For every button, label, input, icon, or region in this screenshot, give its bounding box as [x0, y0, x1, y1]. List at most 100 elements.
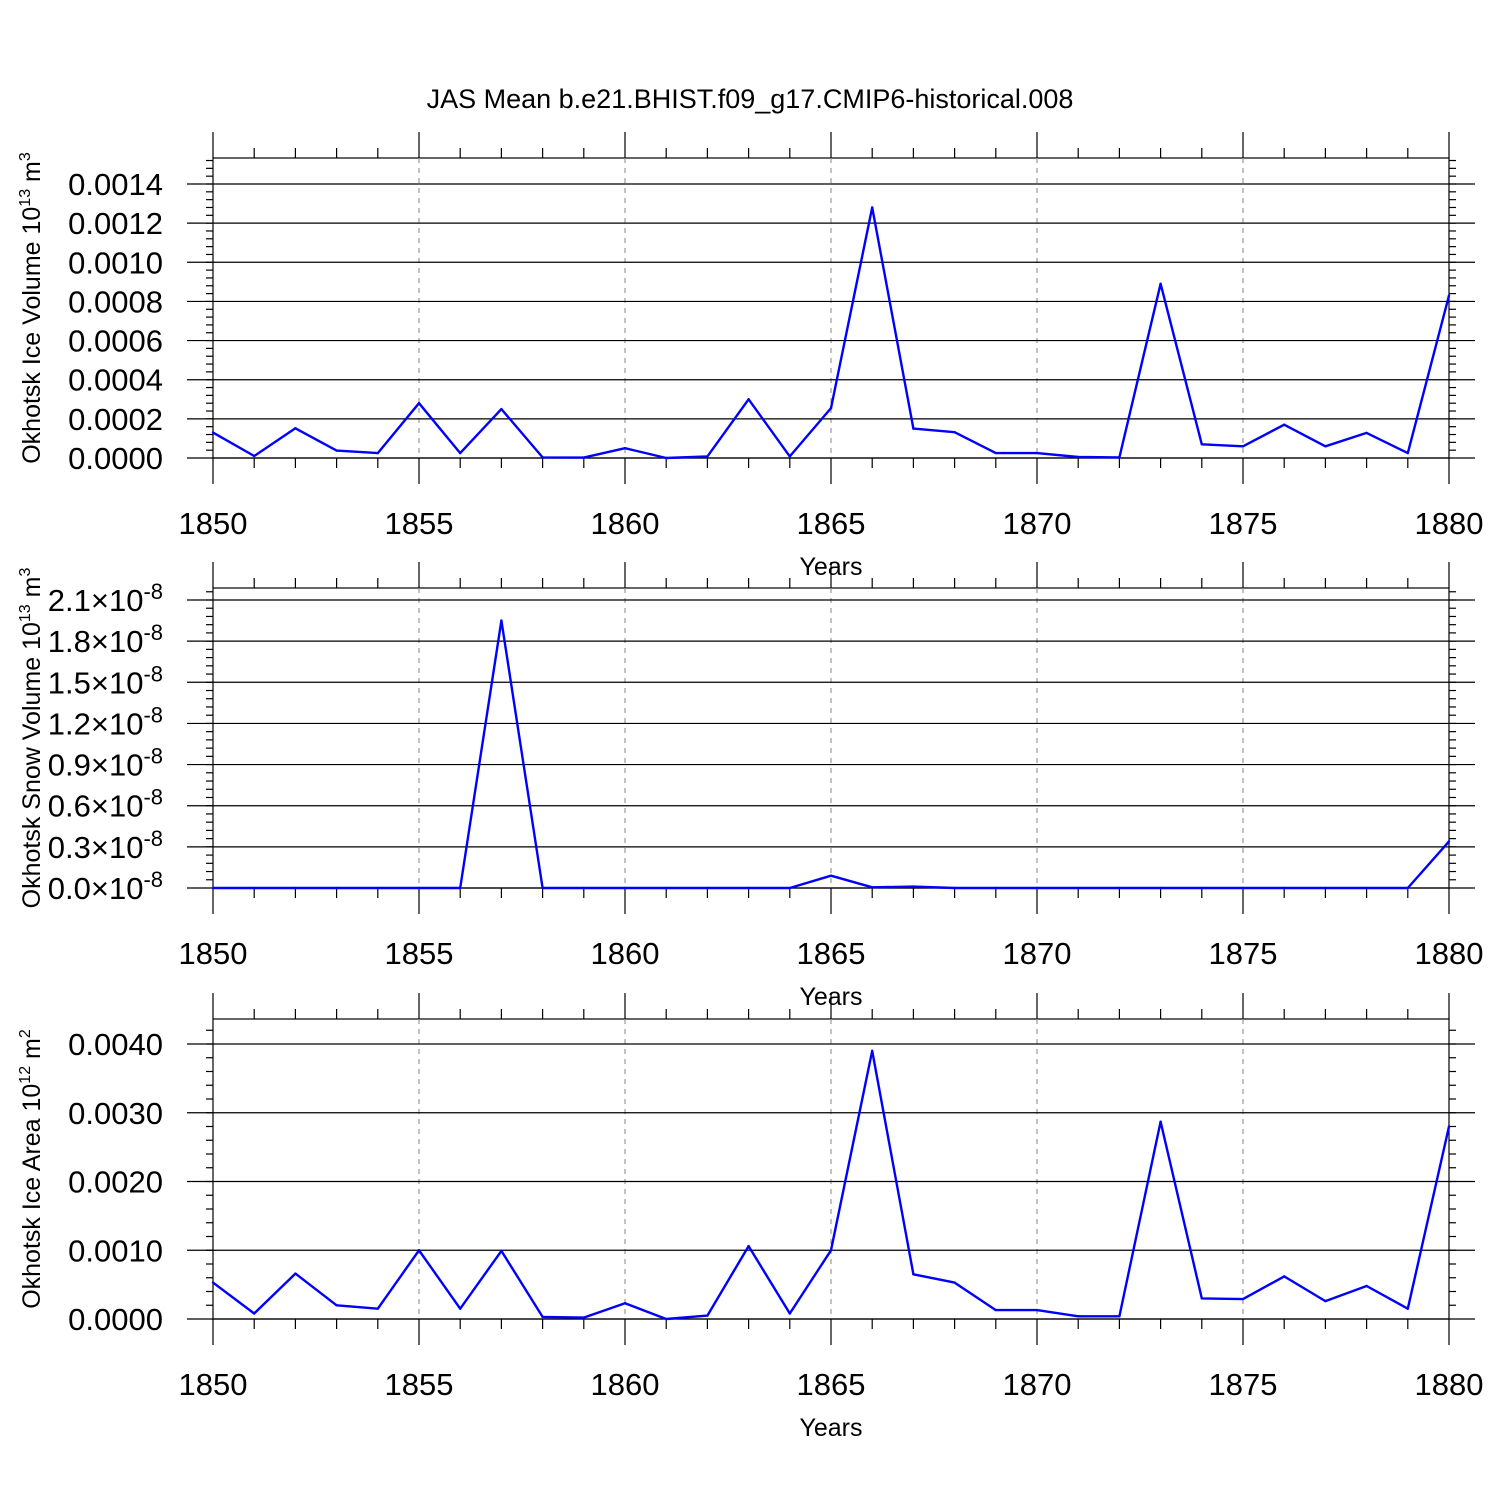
data-point	[335, 1304, 338, 1307]
y-tick-label: 1.5×10-8	[48, 661, 163, 700]
data-point	[1324, 445, 1327, 448]
data-point	[1447, 840, 1451, 843]
data-point	[294, 886, 297, 890]
x-tick-label: 1860	[591, 936, 660, 971]
data-point	[1159, 282, 1162, 286]
data-point	[1035, 451, 1039, 455]
x-tick-label: 1865	[797, 1367, 866, 1402]
data-point	[1283, 886, 1286, 890]
y-axis-label: Okhotsk Ice Area 1012 m2	[17, 1029, 46, 1309]
data-point	[747, 398, 750, 401]
data-point	[582, 1316, 585, 1319]
data-point	[1365, 1284, 1368, 1288]
data-point	[1365, 431, 1368, 435]
data-point	[376, 451, 379, 455]
data-point	[829, 406, 833, 410]
data-point	[1077, 1315, 1080, 1318]
data-point	[253, 1312, 256, 1315]
x-tick-label: 1875	[1209, 1367, 1278, 1402]
y-tick-label: 0.0040	[68, 1027, 163, 1062]
figure-title: JAS Mean b.e21.BHIST.f09_g17.CMIP6-histo…	[427, 84, 1074, 114]
data-point	[912, 885, 915, 888]
data-point	[994, 886, 997, 890]
data-point	[747, 1244, 750, 1248]
data-point	[541, 886, 544, 890]
y-tick-label: 0.0×10-8	[48, 867, 163, 906]
data-point	[912, 427, 915, 430]
y-tick-label: 0.6×10-8	[48, 785, 163, 824]
data-point	[582, 456, 585, 459]
x-axis-label: Years	[799, 1414, 862, 1442]
x-tick-label: 1850	[179, 506, 248, 541]
y-tick-label: 0.0000	[68, 441, 163, 476]
data-point	[623, 886, 627, 890]
data-point	[335, 449, 338, 452]
x-tick-label: 1855	[385, 506, 454, 541]
data-point	[1077, 886, 1080, 890]
data-point	[459, 886, 462, 890]
data-point	[541, 456, 544, 459]
x-tick-label: 1875	[1209, 936, 1278, 971]
data-point	[1200, 886, 1204, 890]
x-tick-label: 1875	[1209, 506, 1278, 541]
data-point	[1406, 1307, 1410, 1310]
data-point	[788, 886, 791, 890]
y-tick-label: 1.2×10-8	[48, 702, 163, 741]
panel-2: 1850 1855 1860 1865 1870 1875 1880Years0.0×10-…	[17, 562, 1483, 1011]
x-tick-label: 1855	[385, 1367, 454, 1402]
data-point	[211, 1281, 215, 1284]
x-tick-label: 1870	[1003, 936, 1072, 971]
data-point	[459, 451, 462, 455]
data-point	[253, 454, 256, 458]
x-tick-label: 1855	[385, 936, 454, 971]
data-point	[1035, 1308, 1039, 1312]
data-point	[665, 1317, 668, 1321]
data-point	[500, 619, 503, 622]
data-point	[1324, 1299, 1327, 1303]
data-point	[706, 455, 709, 458]
data-point	[253, 886, 256, 890]
x-tick-label: 1880	[1415, 936, 1484, 971]
y-tick-label: 2.1×10-8	[48, 579, 163, 618]
data-point	[871, 886, 874, 889]
data-point	[294, 427, 297, 430]
data-point	[335, 886, 338, 890]
data-point	[500, 1249, 503, 1253]
data-point	[1035, 886, 1039, 890]
data-point	[417, 1249, 421, 1252]
x-tick-label: 1850	[179, 936, 248, 971]
x-tick-label: 1870	[1003, 506, 1072, 541]
data-point	[211, 886, 215, 890]
data-point	[623, 447, 627, 450]
panel-3: 1850 1855 1860 1865 1870 1875 1880 Years 0.0000 0…	[17, 993, 1483, 1442]
data-point	[1241, 445, 1245, 448]
x-tick-label: 1880	[1415, 1367, 1484, 1402]
data-point	[953, 430, 956, 434]
data-point	[1159, 1120, 1162, 1123]
data-point	[1077, 455, 1080, 459]
data-point	[1365, 886, 1368, 890]
data-point	[829, 874, 833, 877]
data-point	[665, 886, 668, 890]
data-point	[541, 1315, 544, 1319]
y-tick-label: 0.0004	[68, 363, 163, 398]
data-point	[1447, 1125, 1451, 1128]
data-point	[994, 1308, 997, 1312]
data-point	[706, 886, 709, 890]
data-point	[1118, 886, 1121, 890]
x-tick-label: 1880	[1415, 506, 1484, 541]
data-point	[376, 886, 379, 890]
data-point	[953, 1281, 956, 1284]
y-tick-label: 0.0002	[68, 402, 163, 437]
y-tick-label: 0.0020	[68, 1165, 163, 1200]
data-point	[706, 1314, 709, 1317]
x-tick-label: 1870	[1003, 1367, 1072, 1402]
data-point	[417, 886, 421, 890]
x-tick-label: 1860	[591, 506, 660, 541]
data-point	[1200, 1297, 1204, 1300]
data-point	[994, 451, 997, 455]
data-point	[1447, 294, 1451, 297]
data-point	[1159, 886, 1162, 890]
data-point	[623, 1301, 627, 1305]
y-tick-label: 0.0030	[68, 1096, 163, 1131]
